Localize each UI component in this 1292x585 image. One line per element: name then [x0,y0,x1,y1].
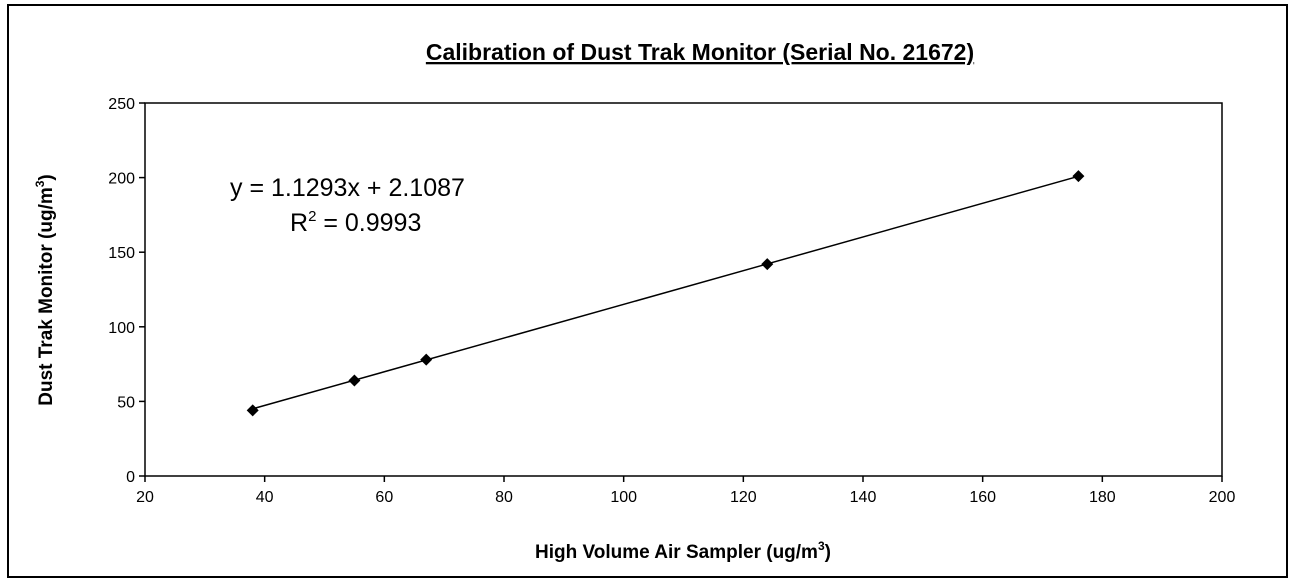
y-tick-label: 50 [117,394,135,411]
data-point [348,374,361,387]
x-tick-label: 40 [256,489,274,506]
x-tick-label: 180 [1089,489,1116,506]
r2-sup: 2 [308,208,316,225]
r2-tail: = 0.9993 [316,209,421,237]
r-squared: R2 = 0.9993 [290,208,421,237]
trend-equation: y = 1.1293x + 2.1087 [230,174,465,202]
chart-border [7,4,1288,578]
x-tick-label: 60 [375,489,393,506]
y-tick-label: 250 [108,96,135,113]
y-tick-label: 0 [126,469,135,486]
y-label-tail: ) [36,174,57,180]
x-label-tail: ) [825,542,831,563]
y-tick-label: 200 [108,171,135,188]
x-label-text: High Volume Air Sampler (ug/m [535,542,818,563]
chart-title: Calibration of Dust Trak Monitor (Serial… [426,39,974,65]
x-tick-label: 100 [610,489,637,506]
x-tick-label: 200 [1209,489,1236,506]
x-tick-label: 140 [850,489,877,506]
x-tick-label: 80 [495,489,513,506]
y-tick-label: 100 [108,320,135,337]
data-point [246,404,259,417]
y-tick-label: 150 [108,245,135,262]
x-tick-label: 20 [136,489,154,506]
x-axis-label: High Volume Air Sampler (ug/m3) [535,539,831,563]
plot-area [144,102,1223,477]
r2-text: R [290,209,308,237]
data-point [420,353,433,366]
x-tick-label: 120 [730,489,757,506]
x-label-sup: 3 [818,539,825,553]
y-label-text: Dust Trak Monitor (ug/m [36,187,57,406]
x-tick-label: 160 [969,489,996,506]
data-point [761,258,774,271]
y-label-sup: 3 [33,180,47,187]
data-point [1072,170,1085,183]
trendline [252,175,1079,410]
y-axis-label: Dust Trak Monitor (ug/m3) [33,174,57,406]
